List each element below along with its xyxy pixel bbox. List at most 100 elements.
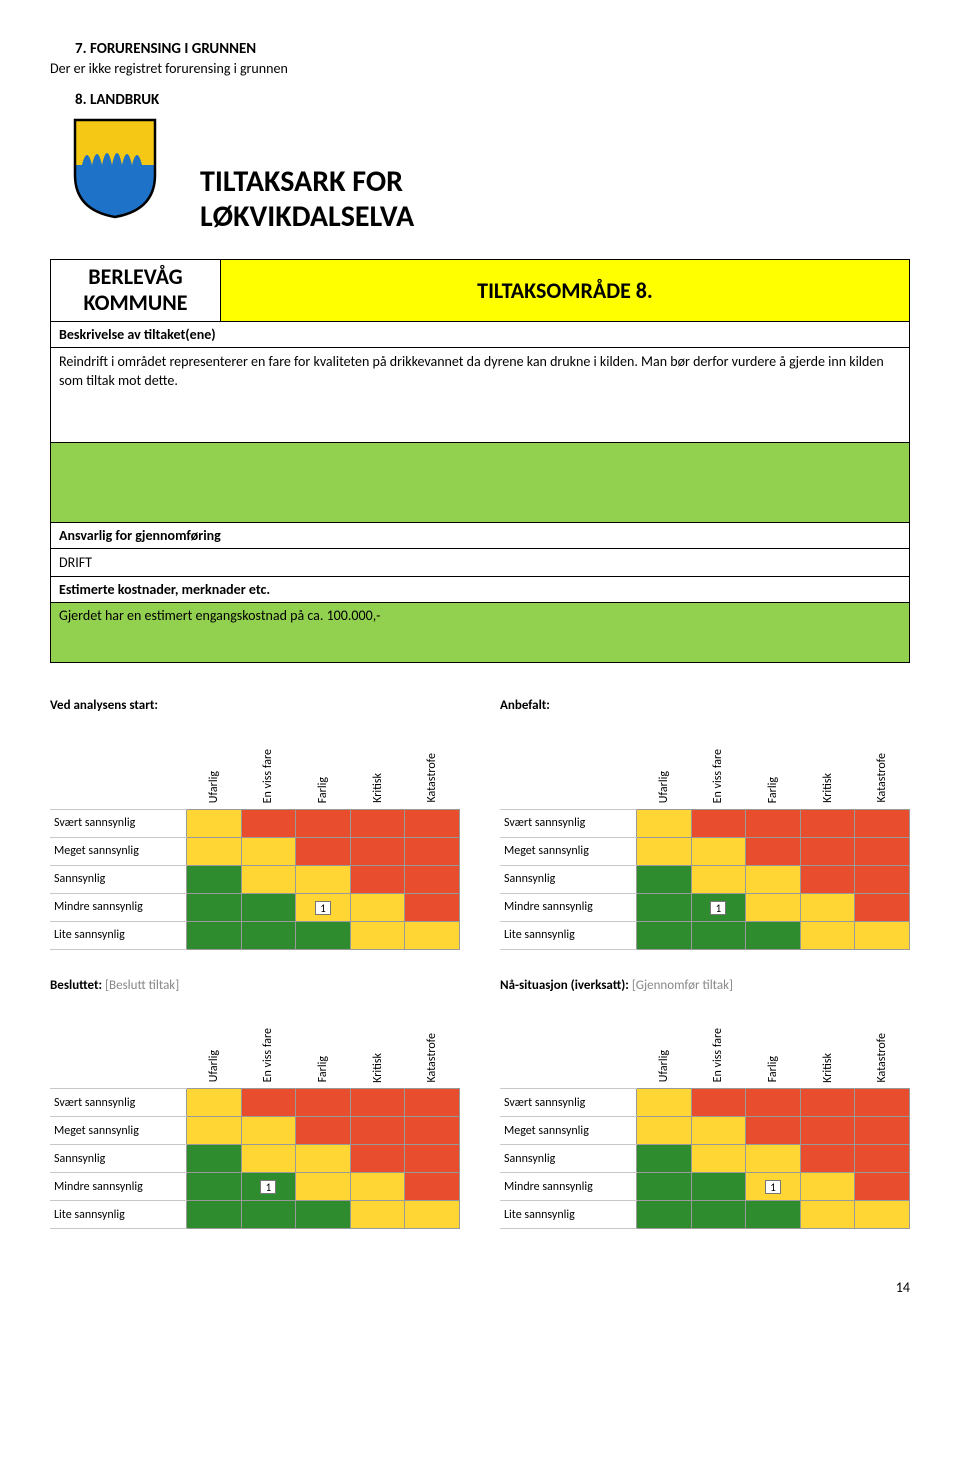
matrix-cell — [405, 1117, 460, 1145]
matrix-col-header: Farlig — [296, 719, 351, 809]
matrix-cell — [350, 865, 405, 893]
matrix-row-label: Svært sannsynlig — [50, 809, 187, 837]
matrix-col-header: En viss fare — [691, 719, 746, 809]
matrix-cell — [187, 1089, 242, 1117]
matrix-cell — [855, 865, 910, 893]
matrix-row-label: Mindre sannsynlig — [50, 893, 187, 921]
matrix-cell — [296, 865, 351, 893]
tiltaksomrade-cell: TILTAKSOMRÅDE 8. — [221, 260, 910, 322]
section-7-heading: 7. FORURENSING I GRUNNEN — [75, 40, 910, 58]
matrix-cell — [800, 921, 855, 949]
matrix-cell — [296, 1145, 351, 1173]
matrix-cell — [187, 1173, 242, 1201]
matrix-cell — [800, 865, 855, 893]
kommune-shield-icon — [70, 115, 160, 220]
matrix-cell — [691, 865, 746, 893]
matrix-cell — [691, 1201, 746, 1229]
matrix-col-header: Farlig — [296, 999, 351, 1089]
green-spacer-1 — [51, 442, 910, 522]
matrix-cell — [800, 809, 855, 837]
matrix-cell — [405, 1145, 460, 1173]
matrix-cell — [746, 809, 801, 837]
main-title-line2: LØKVIKDALSELVA — [200, 198, 414, 235]
matrix-cell — [405, 809, 460, 837]
matrix-row-label: Meget sannsynlig — [500, 1117, 637, 1145]
matrix-cell: 1 — [241, 1173, 296, 1201]
matrix-cell — [241, 1089, 296, 1117]
matrix-cell — [187, 1117, 242, 1145]
matrix-cell — [405, 893, 460, 921]
risk-matrices-row-1: Ved analysens start:UfarligEn viss fareF… — [50, 698, 910, 950]
risk-matrices-row-2: Besluttet: [Beslutt tiltak]UfarligEn vis… — [50, 978, 910, 1230]
matrix-col-header: Ufarlig — [187, 719, 242, 809]
matrix-row-label: Svært sannsynlig — [500, 809, 637, 837]
risk-matrix-table: UfarligEn viss fareFarligKritiskKatastro… — [50, 999, 460, 1230]
matrix-cell — [855, 1145, 910, 1173]
matrix-row-label: Sannsynlig — [500, 865, 637, 893]
matrix-cell — [241, 1117, 296, 1145]
matrix-cell — [405, 1201, 460, 1229]
matrix-cell — [855, 1117, 910, 1145]
matrix-cell — [350, 837, 405, 865]
page-number: 14 — [50, 1279, 910, 1296]
matrix-cell — [350, 1173, 405, 1201]
matrix-cell — [746, 921, 801, 949]
risk-marker: 1 — [710, 901, 726, 915]
matrix-title-grey: [Gjennomfør tiltak] — [632, 978, 733, 993]
tiltak-info-table: BERLEVÅG KOMMUNE TILTAKSOMRÅDE 8. Beskri… — [50, 259, 910, 663]
matrix-0: Ved analysens start: UfarligEn viss fareF… — [50, 698, 460, 950]
matrix-col-header: Katastrofe — [855, 999, 910, 1089]
matrix-cell: 1 — [296, 893, 351, 921]
matrix-3: Nå-situasjon (iverksatt): [Gjennomfør ti… — [500, 978, 910, 1230]
matrix-col-header: Katastrofe — [405, 999, 460, 1089]
matrix-col-header: Kritisk — [350, 719, 405, 809]
matrix-cell — [691, 809, 746, 837]
main-title-line1: TILTAKSARK FOR — [200, 163, 403, 200]
matrix-title: Ved analysens start: — [50, 698, 460, 713]
matrix-cell — [241, 893, 296, 921]
matrix-col-header: Ufarlig — [637, 719, 692, 809]
matrix-cell — [691, 1173, 746, 1201]
matrix-cell — [637, 1117, 692, 1145]
section-8-heading: 8. LANDBRUK — [75, 91, 910, 109]
matrix-cell — [187, 837, 242, 865]
matrix-cell — [800, 1173, 855, 1201]
matrix-cell — [241, 1145, 296, 1173]
matrix-cell — [241, 1201, 296, 1229]
risk-matrix-table: UfarligEn viss fareFarligKritiskKatastro… — [50, 719, 460, 950]
matrix-cell — [637, 809, 692, 837]
matrix-cell — [637, 893, 692, 921]
matrix-col-header: Ufarlig — [187, 999, 242, 1089]
matrix-row-label: Mindre sannsynlig — [500, 1173, 637, 1201]
matrix-col-header: Kritisk — [800, 719, 855, 809]
matrix-title: Besluttet: [Beslutt tiltak] — [50, 978, 460, 993]
matrix-col-header: Ufarlig — [637, 999, 692, 1089]
matrix-cell — [637, 921, 692, 949]
matrix-row-label: Meget sannsynlig — [50, 837, 187, 865]
matrix-cell — [187, 865, 242, 893]
matrix-1: Anbefalt:UfarligEn viss fareFarligKritis… — [500, 698, 910, 950]
ansvarlig-header: Ansvarlig for gjennomføring — [51, 522, 910, 548]
matrix-cell — [637, 865, 692, 893]
matrix-cell — [691, 1089, 746, 1117]
matrix-row-label: Sannsynlig — [50, 865, 187, 893]
matrix-cell — [800, 1089, 855, 1117]
matrix-row-label: Lite sannsynlig — [500, 1201, 637, 1229]
risk-matrix-table: UfarligEn viss fareFarligKritiskKatastro… — [500, 719, 910, 950]
matrix-col-header: Kritisk — [350, 999, 405, 1089]
matrix-cell — [800, 1117, 855, 1145]
matrix-cell — [691, 1145, 746, 1173]
matrix-col-header: Farlig — [746, 999, 801, 1089]
matrix-col-header: En viss fare — [241, 999, 296, 1089]
matrix-cell — [637, 1145, 692, 1173]
matrix-cell — [855, 1089, 910, 1117]
section-7-subtext: Der er ikke registret forurensing i grun… — [50, 60, 910, 77]
beskrivelse-header: Beskrivelse av tiltaket(ene) — [51, 321, 910, 347]
matrix-row-label: Mindre sannsynlig — [500, 893, 637, 921]
matrix-cell — [241, 865, 296, 893]
matrix-row-label: Svært sannsynlig — [50, 1089, 187, 1117]
kommune-line1: BERLEVÅG — [88, 263, 182, 290]
matrix-cell — [241, 921, 296, 949]
matrix-cell — [746, 1117, 801, 1145]
matrix-cell — [746, 865, 801, 893]
